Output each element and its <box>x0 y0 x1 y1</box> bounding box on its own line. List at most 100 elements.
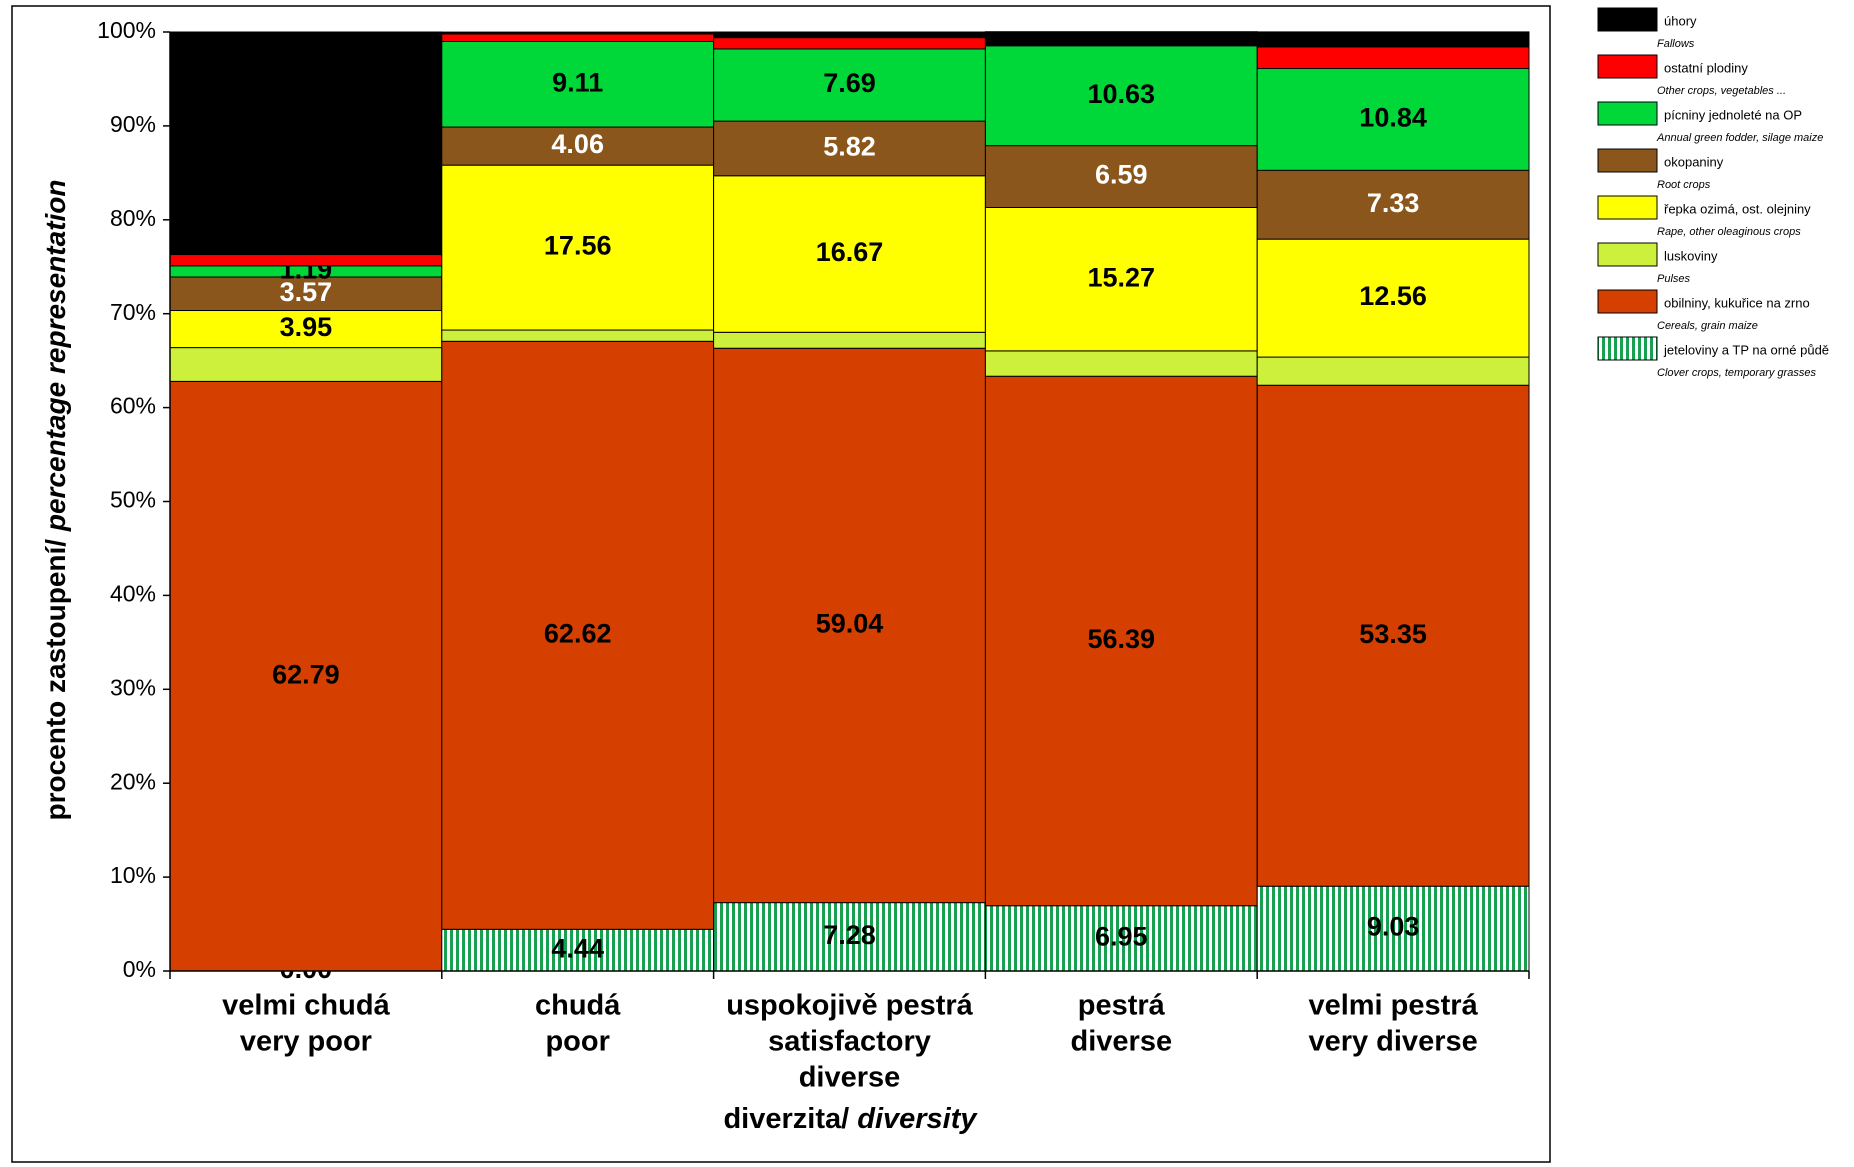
legend-label: úhory <box>1664 13 1697 28</box>
bar-segment <box>169 254 443 267</box>
legend-swatch <box>1597 289 1658 314</box>
data-label: 9.11 <box>552 67 603 97</box>
x-axis-title-italic: diversity <box>857 1103 978 1135</box>
bar-segment <box>984 31 1258 47</box>
legend-sublabel: Clover crops, temporary grasses <box>1657 367 1816 379</box>
y-tick-label: 60% <box>110 393 156 419</box>
y-axis-title-main: procento zastoupení/ <box>40 539 71 821</box>
legend-sublabel: Cereals, grain maize <box>1657 320 1758 332</box>
chart-frame <box>11 5 1551 1163</box>
x-axis-title-main: diverzita/ <box>723 1103 849 1135</box>
bar-segment <box>441 928 715 972</box>
bar-segment <box>169 276 443 312</box>
bar-segment <box>1256 46 1530 70</box>
legend-label: jeteloviny a TP na orné půdě <box>1663 342 1829 357</box>
y-tick-label: 70% <box>110 299 156 325</box>
bar-segment <box>441 40 715 128</box>
bar-segment <box>984 145 1258 208</box>
bar-segment <box>169 31 443 256</box>
y-tick-label: 80% <box>110 205 156 231</box>
bar-segment <box>441 164 715 331</box>
data-label: 7.33 <box>1367 188 1420 218</box>
bar-segment <box>713 31 986 39</box>
bar-segment <box>984 350 1258 377</box>
x-tick-label: uspokojivě pestrá <box>726 990 973 1022</box>
legend-swatch <box>1597 336 1658 361</box>
bar-segment <box>1256 68 1530 171</box>
data-label: 7.69 <box>823 68 876 98</box>
legend-label: luskoviny <box>1664 248 1718 263</box>
legend-label: okopaniny <box>1664 154 1724 169</box>
bar-segment <box>1256 356 1530 386</box>
data-label: 62.79 <box>272 659 340 689</box>
data-label: 3.57 <box>280 277 333 307</box>
data-label: 7.28 <box>823 920 876 950</box>
y-tick-label: 20% <box>110 768 156 794</box>
data-label: 15.27 <box>1088 262 1156 292</box>
y-tick-label: 100% <box>97 17 156 43</box>
x-tick-label: diverse <box>799 1062 901 1094</box>
x-tick-label: very poor <box>240 1026 372 1058</box>
data-label: 16.67 <box>816 237 884 267</box>
bar-segment <box>713 48 986 122</box>
legend-sublabel: Root crops <box>1657 179 1711 191</box>
legend-label: řepka ozimá, ost. olejniny <box>1664 201 1811 216</box>
bar-segment <box>1256 885 1530 972</box>
legend-sublabel: Fallows <box>1657 38 1695 50</box>
data-label: 59.04 <box>816 609 884 639</box>
legend-label: ostatní plodiny <box>1664 60 1748 75</box>
data-label: 6.95 <box>1095 921 1148 951</box>
bar-segment <box>441 329 715 342</box>
bar-segment <box>713 37 986 50</box>
y-tick-label: 30% <box>110 674 156 700</box>
data-label: 10.63 <box>1088 79 1156 109</box>
bar-segment <box>713 902 986 972</box>
y-tick-label: 0% <box>123 956 156 982</box>
x-tick-label: pestrá <box>1078 990 1166 1022</box>
legend-sublabel: Annual green fodder, silage maize <box>1656 132 1823 144</box>
data-label: 3.95 <box>280 312 333 342</box>
data-label: 6.59 <box>1095 160 1148 190</box>
legend-swatch <box>1597 242 1658 267</box>
bar-segment <box>984 45 1258 147</box>
bar-segment <box>441 126 715 166</box>
legend-swatch <box>1597 148 1658 173</box>
data-label: 12.56 <box>1359 281 1427 311</box>
legend-swatch <box>1597 101 1658 126</box>
legend-label: pícniny jednoleté na OP <box>1664 107 1802 122</box>
data-label: 5.82 <box>823 132 876 162</box>
data-label: 62.62 <box>544 618 612 648</box>
data-label: 17.56 <box>544 231 612 261</box>
x-tick-label: diverse <box>1071 1026 1173 1058</box>
bar-segment <box>1256 169 1530 240</box>
legend-sublabel: Rape, other oleaginous crops <box>1657 226 1801 238</box>
data-label: 56.39 <box>1088 624 1156 654</box>
y-tick-label: 10% <box>110 862 156 888</box>
data-label: 4.06 <box>551 129 604 159</box>
bar-segment <box>441 31 715 35</box>
bar-segment <box>1256 238 1530 358</box>
legend-sublabel: Other crops, vegetables ... <box>1657 85 1786 97</box>
x-tick-label: very diverse <box>1308 1026 1477 1058</box>
data-label: 53.35 <box>1359 619 1427 649</box>
data-label: 10.84 <box>1359 103 1427 133</box>
bar-segment <box>441 33 715 42</box>
y-tick-label: 90% <box>110 111 156 137</box>
x-axis-title: diverzita/ diversity <box>723 1103 978 1135</box>
legend-swatch <box>1597 54 1658 79</box>
x-tick-label: velmi chudá <box>222 990 390 1022</box>
legend-label: obilniny, kukuřice na zrno <box>1664 295 1810 310</box>
bar-segment <box>169 347 443 382</box>
legend-swatch <box>1597 195 1658 220</box>
bar-segment <box>441 340 715 930</box>
data-label: 9.03 <box>1367 912 1420 942</box>
bar-segment <box>984 206 1258 352</box>
bar-segment <box>713 347 986 904</box>
bar-segment <box>713 331 986 349</box>
bar-segment <box>1256 31 1530 48</box>
bar-segment <box>1256 384 1530 887</box>
bar-segment <box>984 375 1258 907</box>
y-tick-label: 40% <box>110 580 156 606</box>
y-tick-label: 50% <box>110 487 156 513</box>
